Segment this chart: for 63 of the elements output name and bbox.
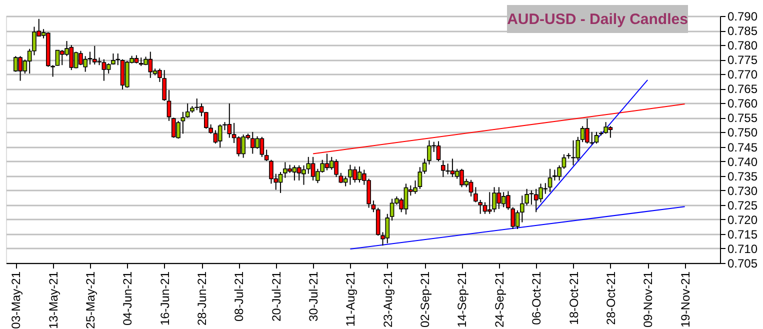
x-tick-label: 08-Jul-21	[232, 271, 246, 322]
candlestick	[422, 158, 427, 174]
y-tick-label: 0.790	[728, 10, 758, 24]
y-tick-label: 0.730	[728, 184, 758, 198]
candlestick	[487, 192, 492, 214]
y-tick-label: 0.710	[728, 242, 758, 256]
candlestick	[116, 52, 120, 66]
candlestick	[180, 111, 186, 134]
x-tick-label: 28-Jun-21	[195, 271, 210, 326]
x-tick-label: 25-May-21	[83, 271, 98, 329]
candlestick	[520, 195, 524, 223]
x-tick-label: 03-May-21	[9, 271, 24, 329]
x-tick-label: 23-Aug-21	[380, 271, 395, 328]
y-tick-label: 0.725	[728, 198, 758, 212]
y-tick-label: 0.705	[728, 256, 758, 270]
y-tick-label: 0.760	[728, 96, 758, 111]
x-tick-label: 09-Nov-21	[641, 271, 656, 328]
y-tick-label: 0.720	[728, 212, 758, 227]
x-tick-label: 11-Aug-21	[344, 271, 358, 327]
y-tick-label: 0.735	[728, 169, 758, 184]
candlestick	[418, 166, 422, 190]
x-tick-label: 24-Sep-21	[492, 271, 506, 328]
candlestick	[264, 149, 269, 162]
candlestick	[371, 200, 376, 213]
x-tick-label: 16-Jun-21	[158, 271, 172, 326]
y-tick-label: 0.785	[728, 24, 758, 38]
candlestick	[590, 131, 594, 146]
x-tick-label: 28-Oct-21	[604, 271, 618, 325]
y-tick-label: 0.780	[728, 38, 758, 53]
y-tick-label: 0.715	[728, 227, 758, 242]
candlestick	[524, 188, 529, 206]
x-tick-label: 18-Oct-21	[566, 271, 581, 325]
candlestick	[548, 168, 552, 193]
candlestick	[208, 124, 213, 134]
candlestick	[185, 102, 190, 118]
y-tick-label: 0.740	[728, 154, 758, 169]
x-tick-label: 20-Jul-21	[269, 271, 284, 322]
candlestick	[474, 186, 478, 203]
x-tick-label: 19-Nov-21	[678, 271, 692, 328]
x-tick-label: 04-Jun-21	[120, 271, 135, 326]
candlestick	[50, 64, 55, 78]
chart-title: AUD-USD - Daily Candles	[507, 11, 688, 28]
candlestick	[162, 70, 166, 102]
x-tick-label: 06-Oct-21	[530, 271, 544, 325]
y-tick-label: 0.770	[728, 68, 758, 82]
candlestick	[562, 154, 566, 170]
candlestick	[510, 206, 516, 230]
candlestick	[529, 190, 534, 206]
candlestick	[166, 90, 172, 122]
x-tick-label: 02-Sep-21	[418, 271, 432, 328]
candlestick	[594, 131, 599, 144]
y-tick-label: 0.750	[728, 126, 758, 140]
x-tick-label: 14-Sep-21	[455, 271, 470, 328]
y-tick-label: 0.755	[728, 111, 758, 126]
x-tick-label: 13-May-21	[46, 271, 60, 329]
candlestick	[343, 176, 348, 187]
candlestick	[338, 172, 344, 184]
candlestick	[441, 160, 446, 178]
y-tick-label: 0.775	[728, 53, 758, 68]
y-tick-label: 0.745	[728, 140, 758, 154]
y-tick-label: 0.765	[728, 82, 758, 96]
candlestick	[218, 124, 222, 148]
x-tick-label: 30-Jul-21	[306, 271, 321, 322]
